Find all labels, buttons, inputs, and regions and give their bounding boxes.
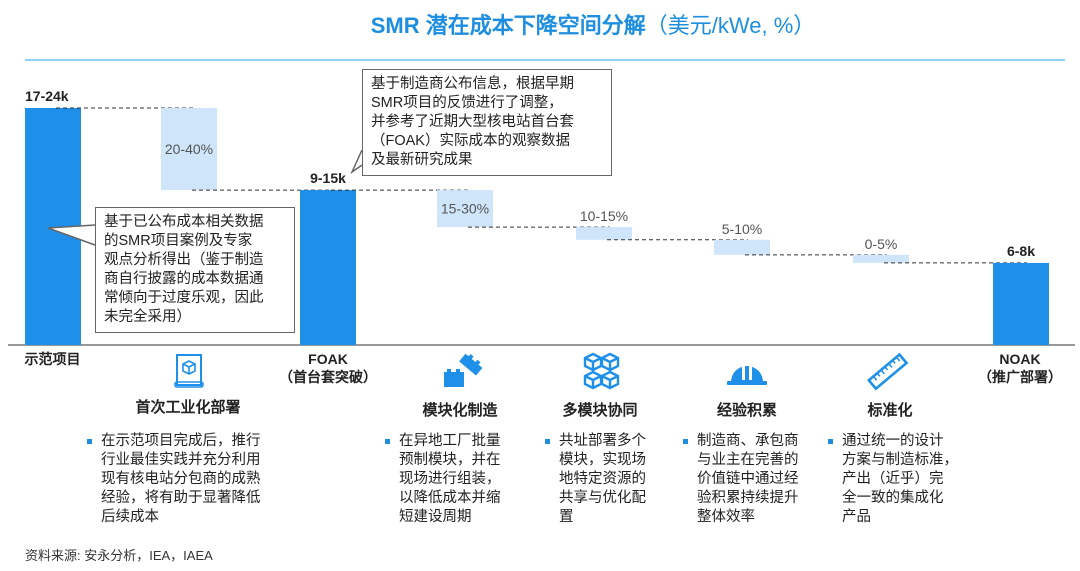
xlabel-noak-sub: （推广部署） [978,369,1062,385]
data-label: 6-8k [1007,243,1035,259]
modules-icon [444,353,483,387]
step-title-multi-module: 多模块协同 [562,402,638,419]
bar-decrease [161,108,217,191]
step-description: 通过统一的设计 方案与制造标准， 产出（近乎）完 全一致的集成化 产品 [826,432,967,527]
step-description: 在异地工厂批量 预制模块，并在 现场进行组装， 以降低成本并缩 短建设周期 [383,432,519,527]
bar-decrease [853,254,909,263]
step-title-first-deployment: 首次工业化部署 [135,399,241,416]
title-divider [25,59,1065,61]
cubes-icon [583,352,620,390]
step-title-standardization: 标准化 [867,402,913,419]
callout-pointer [47,224,96,246]
hardhat-icon [727,364,767,385]
xlabel-demo: 示范项目 [24,351,81,367]
xlabel-noak: NOAK （推广部署） [960,350,1080,386]
waterfall-chart: 17-24k 20-40% 9-15k 15-30% 10-15% 5-10% 0-5% 6-… [8,88,1075,346]
bar-total [993,262,1049,345]
xlabel-foak: FOAK （首台套突破） [268,350,388,386]
step-description: 制造商、承包商 与业主在完善的 价值链中通过经 验积累持续提升 整体效率 [681,432,822,527]
data-label: 5-10% [722,221,762,237]
title-unit: （美元/kWe, %） [645,13,816,38]
data-label: 20-40% [165,141,213,157]
bar-decrease [714,239,770,255]
source-note: 资料来源: 安永分析，IEA，IAEA [25,548,213,563]
callout-foak: 基于制造商公布信息，根据早期 SMR项目的反馈进行了调整， 并参考了近期大型核电… [362,69,612,176]
bar-decrease [576,227,632,240]
callout-pointer [350,149,363,175]
chart-title: SMR 潜在成本下降空间分解（美元/kWe, %） [0,8,1080,40]
data-label: 10-15% [580,208,628,224]
data-label: 17-24k [25,88,69,104]
bar-decrease [437,190,493,228]
data-label: 0-5% [865,236,898,252]
data-label: 9-15k [310,170,346,186]
step-title-experience: 经验积累 [716,402,777,419]
callout-demo: 基于已公布成本相关数据 的SMR项目案例及专家 观点分析得出（鉴于制造 商自行披… [95,207,295,333]
step-description: 在示范项目完成后，推行 行业最佳实践并充分利用 现有核电站分包商的成熟 经验，将… [85,432,301,527]
data-label: 15-30% [441,201,489,217]
blueprint-icon [174,354,204,388]
bar-total [300,190,356,345]
ruler-icon [866,352,909,391]
xlabel-foak-main: FOAK [308,351,348,367]
xlabel-foak-sub: （首台套突破） [279,369,377,385]
step-title-modular-manufacturing: 模块化制造 [422,402,498,419]
xlabel-noak-main: NOAK [999,351,1041,367]
title-main: SMR 潜在成本下降空间分解 [370,13,646,38]
step-description: 共址部署多个 模块，实现场 地特定资源的 共享与优化配 置 [543,432,669,527]
